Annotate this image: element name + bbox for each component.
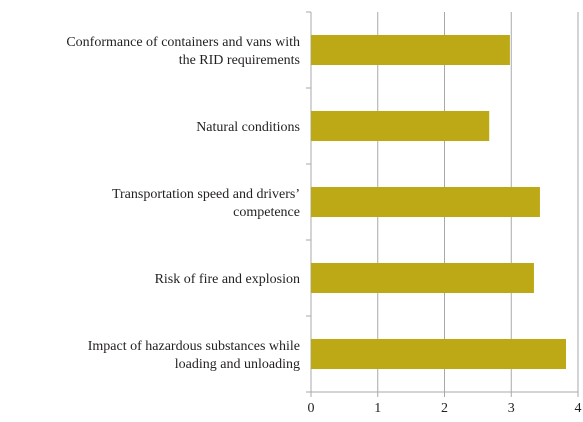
y-tick-label: Risk of fire and explosion bbox=[155, 272, 300, 287]
bar bbox=[311, 35, 510, 65]
y-tick-label: Impact of hazardous substances while load… bbox=[88, 339, 300, 372]
x-tick-label: 2 bbox=[441, 401, 448, 416]
bar bbox=[311, 339, 566, 369]
x-tick-label: 4 bbox=[575, 401, 582, 416]
y-tick-label: Transportation speed and drivers’ compete… bbox=[112, 187, 300, 220]
x-tick-label: 3 bbox=[508, 401, 515, 416]
y-tick-label: Conformance of containers and vans with t… bbox=[66, 35, 300, 68]
y-tick-label: Natural conditions bbox=[196, 120, 300, 135]
x-tick-label: 1 bbox=[374, 401, 381, 416]
bar bbox=[311, 263, 534, 293]
bar bbox=[311, 111, 490, 141]
x-tick-label: 0 bbox=[308, 401, 315, 416]
bar bbox=[311, 187, 540, 217]
